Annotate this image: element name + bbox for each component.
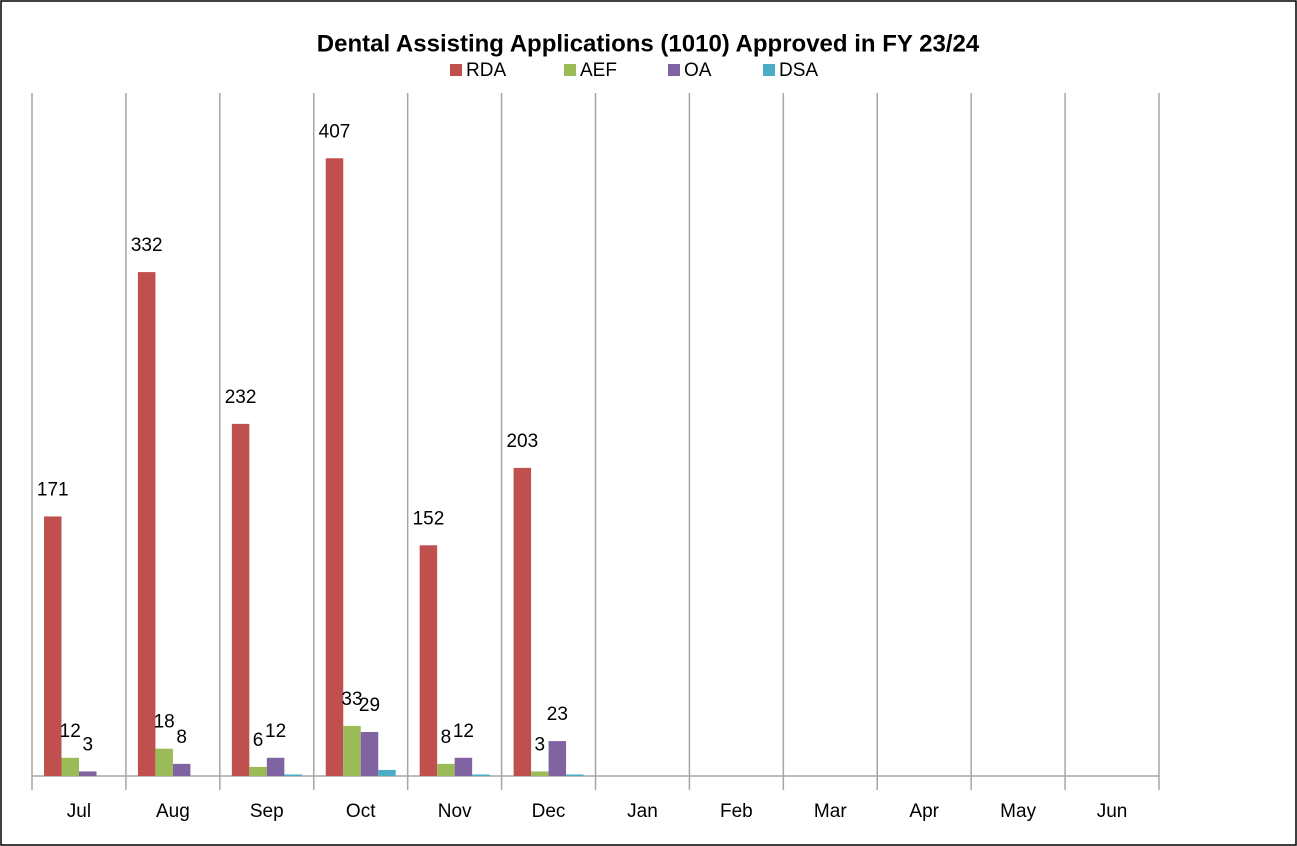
- legend-swatch: [564, 64, 576, 76]
- bar: [513, 467, 532, 776]
- x-tick-label: Sep: [250, 801, 284, 822]
- bar: [325, 158, 344, 776]
- bar: [419, 545, 438, 776]
- x-tick-label: Jul: [67, 801, 91, 822]
- bar: [61, 757, 79, 776]
- legend-label: RDA: [466, 60, 506, 81]
- data-label: 23: [547, 704, 568, 725]
- x-tick-label: Feb: [720, 801, 753, 822]
- data-label: 6: [253, 730, 264, 751]
- x-tick-label: Jun: [1097, 801, 1128, 822]
- bar: [155, 748, 173, 776]
- x-tick-label: Dec: [532, 801, 566, 822]
- x-tick-label: Apr: [909, 801, 939, 822]
- x-tick-label: Aug: [156, 801, 190, 822]
- data-label: 8: [441, 727, 452, 748]
- bar: [566, 774, 584, 776]
- bar: [172, 763, 191, 776]
- bar: [231, 423, 250, 776]
- bar: [137, 272, 156, 776]
- bar: [249, 766, 267, 776]
- data-label: 232: [225, 387, 257, 408]
- data-label: 3: [535, 734, 546, 755]
- data-label: 8: [176, 727, 187, 748]
- data-label: 3: [82, 734, 93, 755]
- data-label: 407: [319, 121, 351, 142]
- legend-label: OA: [684, 60, 712, 81]
- bar: [378, 769, 396, 776]
- x-tick-label: Jan: [627, 801, 658, 822]
- data-label: 18: [154, 712, 175, 733]
- data-label: 332: [131, 235, 163, 256]
- bar: [531, 771, 549, 776]
- bar: [437, 763, 455, 776]
- bar: [343, 725, 361, 776]
- data-label: 203: [506, 431, 538, 452]
- legend-swatch: [450, 64, 462, 76]
- bar: [548, 741, 567, 776]
- data-label: 12: [453, 721, 474, 742]
- x-tick-label: Oct: [346, 801, 376, 822]
- bar: [284, 774, 302, 776]
- data-label: 33: [341, 689, 362, 710]
- bar: [266, 757, 285, 776]
- legend-label: DSA: [779, 60, 818, 81]
- chart-title: Dental Assisting Applications (1010) App…: [317, 30, 980, 57]
- data-label: 12: [60, 721, 81, 742]
- data-label: 12: [265, 721, 286, 742]
- bar: [360, 731, 379, 776]
- data-label: 29: [359, 695, 380, 716]
- x-tick-label: Mar: [814, 801, 847, 822]
- x-tick-label: Nov: [438, 801, 472, 822]
- x-tick-label: May: [1000, 801, 1036, 822]
- bar: [472, 774, 490, 776]
- legend-swatch: [668, 64, 680, 76]
- legend-label: AEF: [580, 60, 617, 81]
- bar: [44, 516, 62, 776]
- data-label: 171: [37, 479, 69, 500]
- bar: [79, 771, 97, 776]
- legend-swatch: [763, 64, 775, 76]
- bar: [454, 757, 473, 776]
- data-label: 152: [413, 508, 445, 529]
